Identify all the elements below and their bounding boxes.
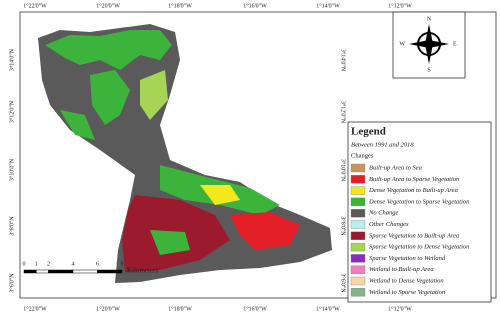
legend-swatch [350, 175, 366, 184]
scale-label: 0 [23, 261, 26, 267]
compass-w: W [399, 41, 405, 47]
legend-title: Legend [351, 126, 386, 138]
study-area [38, 24, 332, 283]
legend-label: No Change [368, 210, 399, 217]
compass-needle [409, 40, 449, 48]
latitude-label: 3°8'0"N [8, 216, 15, 236]
legend-label: Dense Vegetation to Sparse Vegetation [368, 198, 469, 205]
legend-swatch [350, 186, 366, 195]
longitude-label: 1°14'0"W [316, 2, 340, 9]
latitude-label: 3°14'0"N [340, 49, 347, 72]
compass-n: N [427, 16, 432, 22]
latitude-label: 3°12'0"N [8, 100, 15, 123]
scale-segment [97, 269, 123, 274]
scale-segment [36, 269, 49, 274]
legend-swatch [350, 231, 366, 241]
vegetation-patch [150, 230, 190, 255]
compass: N E S W [392, 11, 466, 79]
legend-swatch [350, 208, 366, 218]
scale-label: 8 [121, 261, 124, 267]
vegetation-patch [140, 70, 168, 120]
scale-unit: Kilometers [127, 267, 158, 275]
longitude-label: 1°18'0"W [168, 2, 192, 9]
compass-e: E [453, 41, 457, 47]
scale-label: 2 [47, 261, 50, 267]
scale-segment [48, 269, 74, 274]
longitude-label: 1°16'0"W [243, 2, 267, 9]
longitude-label: 1°20'0"W [96, 2, 120, 9]
scale-label: 4 [72, 261, 75, 267]
longitude-label: 1°12'0"W [388, 2, 412, 9]
legend-label: Wetland to Dense Vegetation [369, 277, 444, 284]
scale-label: 6 [96, 261, 99, 267]
yellow-patch [200, 185, 240, 205]
latitude-label: 3°8'0"N [340, 216, 347, 236]
legend-box [347, 121, 492, 303]
longitude-label: 1°22'0"W [23, 2, 47, 9]
latitude-label: 3°10'0"N [8, 158, 15, 181]
legend-swatch [350, 265, 366, 274]
legend-subtitle: Between 1991 and 2018 [351, 141, 414, 148]
legend-label: Wetland to Sparse Vegetation [369, 289, 445, 296]
compass-s: S [427, 67, 430, 73]
graticule-labels: 1°22'0"W 1°20'0"W 1°18'0"W 1°16'0"W 1°14'0"W… [8, 2, 412, 312]
longitude-label: 1°12'0"W [388, 305, 412, 312]
latitude-label: 3°6'0"N [8, 273, 15, 293]
legend-swatch [350, 276, 366, 286]
vegetation-patch [90, 70, 130, 125]
vegetation-patch [60, 110, 95, 140]
longitude-label: 1°22'0"W [23, 305, 47, 312]
longitude-label: 1°16'0"W [243, 305, 267, 312]
legend-label: Sparse Vegetation to Wetland [369, 255, 446, 262]
latitude-label: 3°6'0"N [340, 273, 347, 293]
map-frame [19, 11, 497, 299]
built-up-patch [230, 212, 300, 250]
legend-swatch [350, 197, 366, 207]
legend-swatch [350, 163, 366, 173]
longitude-label: 1°14'0"W [316, 305, 340, 312]
vegetation-patch [45, 30, 172, 70]
legend-swatch [350, 242, 366, 252]
latitude-label: 3°10'0"N [340, 159, 347, 182]
legend-swatch [350, 288, 366, 297]
scale-segment [72, 269, 98, 274]
scale-label: 1 [35, 261, 38, 267]
legend-swatch [350, 254, 366, 263]
legend-label: Other Changes [369, 221, 409, 228]
legend-heading: Changes [351, 152, 374, 159]
scale-segment [23, 269, 37, 274]
legend-swatch [350, 220, 366, 229]
latitude-label: 3°14'0"N [8, 48, 15, 71]
latitude-label: 3°12'0"N [340, 101, 347, 124]
legend: Legend Between 1991 and 2018 Changes Bui… [347, 121, 492, 303]
legend-label: Dense Vegetation to Built-up Area [368, 187, 458, 194]
legend-label: Sparse Vegetation to Built-up Area [369, 232, 459, 239]
longitude-label: 1°18'0"W [168, 305, 192, 312]
legend-label: Sparse Vegetation to Dense Vegetation [369, 244, 469, 251]
legend-label: Built-up Area to Sparse Vegetation [369, 176, 459, 183]
legend-label: Wetland to Built-up Area [369, 266, 434, 273]
longitude-label: 1°20'0"W [96, 305, 120, 312]
legend-label: Built-up Area to Sea [369, 164, 422, 171]
